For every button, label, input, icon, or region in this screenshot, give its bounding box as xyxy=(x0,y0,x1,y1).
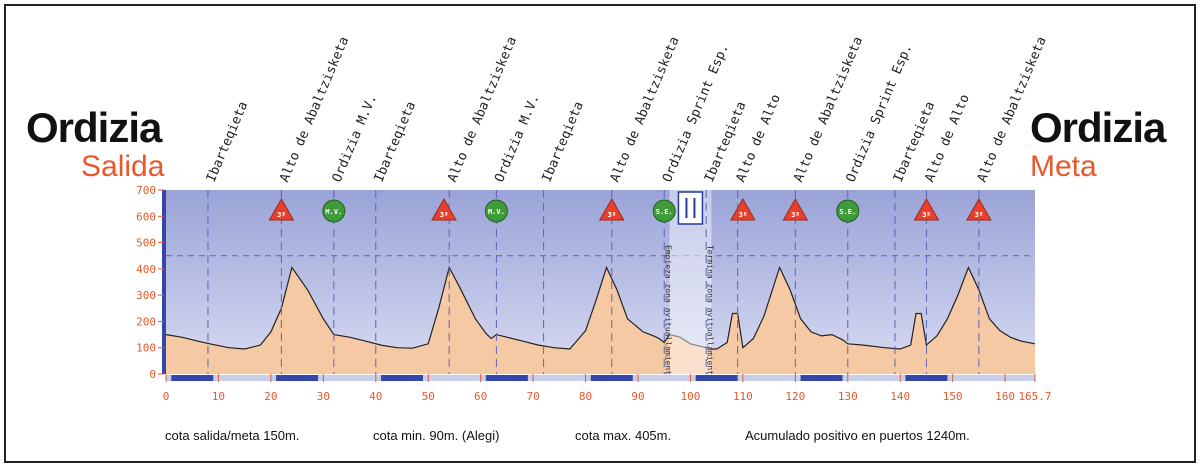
x-tick-label: 70 xyxy=(526,390,539,403)
x-axis-segment xyxy=(171,375,214,381)
y-tick-label: 0 xyxy=(149,368,156,381)
checkpoint-label: Ibarteqieta xyxy=(539,99,586,184)
kom-category-label: 3ª xyxy=(608,211,616,219)
kom-icon xyxy=(730,197,756,221)
x-tick-label: 10 xyxy=(212,390,225,403)
x-tick-label: 110 xyxy=(733,390,753,403)
x-tick-label: 100 xyxy=(681,390,701,403)
x-axis-segment xyxy=(800,375,843,381)
footer-max-elevation: cota max. 405m. xyxy=(575,428,672,443)
sprint-icon xyxy=(484,199,508,223)
sprint-label: S.E. xyxy=(656,208,673,216)
feed-icon xyxy=(677,191,704,225)
x-tick-label: 120 xyxy=(785,390,805,403)
kom-icon xyxy=(966,197,992,221)
finish-city: Ordizia xyxy=(1030,104,1166,151)
y-tick-label: 200 xyxy=(136,315,156,328)
x-axis-segment xyxy=(381,375,423,381)
x-axis-segment xyxy=(276,375,319,381)
x-tick-label: 40 xyxy=(369,390,382,403)
footer-min-elevation: cota min. 90m. (Alegi) xyxy=(373,428,500,443)
feed-marker xyxy=(677,191,704,225)
kom-category-label: 3ª xyxy=(922,211,930,219)
x-tick-label: 0 xyxy=(163,390,170,403)
x-axis-segment xyxy=(695,375,738,381)
feed-zone-start-label: Empieza zona avituallamiento xyxy=(663,245,672,380)
kom-category-label: 3ª xyxy=(739,211,747,219)
checkpoint-label: Ordizia M.V. xyxy=(492,92,543,184)
x-axis-segment xyxy=(905,375,948,381)
start-label: Salida xyxy=(81,150,165,183)
x-tick-label: 150 xyxy=(943,390,963,403)
kom-icon xyxy=(268,197,295,221)
kom-icon xyxy=(913,197,940,221)
x-tick-label: 130 xyxy=(838,390,858,403)
x-tick-label: 60 xyxy=(474,390,487,403)
x-tick-label: 20 xyxy=(264,390,277,403)
y-tick-label: 500 xyxy=(136,237,156,250)
checkpoint-label: Ibarteqieta xyxy=(204,99,251,184)
checkpoint-label: Ordizia M.V. xyxy=(330,92,381,184)
kom-icon xyxy=(598,197,625,221)
x-tick-label: 140 xyxy=(890,390,910,403)
sprint-icon xyxy=(322,199,346,223)
y-tick-label: 600 xyxy=(136,210,156,223)
feed-zone-end-label: Termina zona avituallamiento xyxy=(705,245,714,380)
x-tick-label: 30 xyxy=(317,390,330,403)
sprint-icon xyxy=(836,199,860,223)
x-tick-label: 160 xyxy=(995,390,1015,403)
kom-icon xyxy=(431,197,457,221)
sprint-label: S.E. xyxy=(839,208,856,216)
elevation-area xyxy=(166,267,1035,374)
kom-category-label: 3ª xyxy=(975,211,983,219)
kom-category-label: 3ª xyxy=(440,211,448,219)
footer-start-elevation: cota salida/meta 150m. xyxy=(165,428,300,443)
y-axis-bar xyxy=(162,190,166,374)
x-axis-segment xyxy=(590,375,633,381)
finish-label: Meta xyxy=(1030,150,1097,183)
y-tick-label: 700 xyxy=(136,184,156,197)
sprint-icon xyxy=(652,199,676,223)
start-city: Ordizia xyxy=(26,104,162,151)
sprint-label: M.V. xyxy=(488,208,505,216)
checkpoint-label: Alto de Abaltzisketa xyxy=(975,35,1050,185)
x-tick-label: 50 xyxy=(422,390,435,403)
sprint-label: M.V. xyxy=(325,208,342,216)
footer-climbing: Acumulado positivo en puertos 1240m. xyxy=(745,428,970,443)
x-tick-label: 90 xyxy=(631,390,644,403)
checkpoint-label: Ibarteqieta xyxy=(372,99,419,184)
elevation-line xyxy=(165,265,1036,350)
x-tick-label: 165.7 xyxy=(1018,390,1051,403)
x-axis-segment xyxy=(485,375,528,381)
y-tick-label: 300 xyxy=(136,289,156,302)
kom-category-label: 3ª xyxy=(791,211,799,219)
y-tick-label: 400 xyxy=(136,263,156,276)
kom-icon xyxy=(782,197,809,221)
y-tick-label: 100 xyxy=(136,342,156,355)
x-tick-label: 80 xyxy=(579,390,592,403)
kom-category-label: 3ª xyxy=(277,211,285,219)
